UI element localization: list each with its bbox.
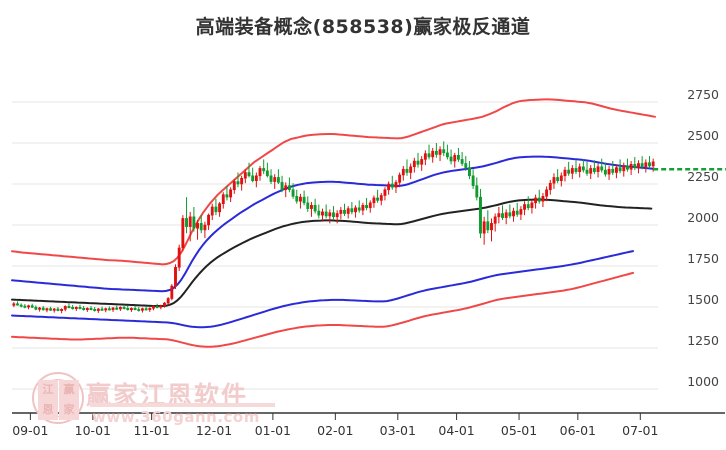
x-axis-tick-label: 10-01 <box>74 423 111 438</box>
x-axis-tick-label: 12-01 <box>195 423 233 438</box>
x-axis-tick-label: 03-01 <box>379 423 416 438</box>
y-axis-tick-label: 1500 <box>687 292 719 307</box>
y-axis-tick-label: 2750 <box>687 87 719 102</box>
y-axis-tick-label: 1000 <box>687 374 719 389</box>
channel-bands <box>11 98 656 348</box>
x-axis-tick-label: 02-01 <box>317 423 354 438</box>
x-axis-tick-label: 09-01 <box>12 423 49 438</box>
y-axis-tick-label: 2250 <box>687 169 719 184</box>
x-axis-tick-label: 11-01 <box>133 423 170 438</box>
x-axis-tick-label: 05-01 <box>500 423 538 438</box>
x-axis-tick-label: 07-01 <box>622 423 659 438</box>
page-title: 高端装备概念(858538)赢家极反通道 <box>195 16 531 38</box>
gridlines <box>12 101 658 390</box>
x-axis-ticks <box>29 413 641 420</box>
candlestick-series <box>12 141 655 314</box>
x-axis-tick-label: 01-01 <box>254 423 292 438</box>
y-axis-tick-label: 2000 <box>687 210 719 225</box>
y-axis-tick-label: 1250 <box>687 333 719 348</box>
y-axis-tick-label: 1750 <box>687 251 719 266</box>
x-axis-tick-label: 04-01 <box>438 423 475 438</box>
y-axis-tick-label: 2500 <box>687 128 719 143</box>
x-axis-tick-label: 06-01 <box>559 423 596 438</box>
